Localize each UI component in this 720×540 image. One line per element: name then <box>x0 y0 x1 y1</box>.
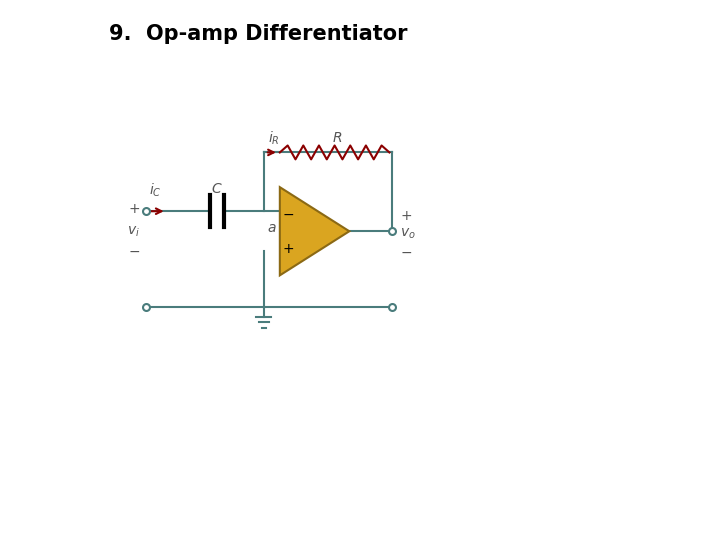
Text: $-$: $-$ <box>282 207 294 221</box>
Text: 9.  Op-amp Differentiator: 9. Op-amp Differentiator <box>109 24 408 44</box>
Text: $-$: $-$ <box>400 245 412 259</box>
Text: $a$: $a$ <box>267 221 276 235</box>
Text: $i_R$: $i_R$ <box>268 130 280 147</box>
Text: $+$: $+$ <box>400 210 412 223</box>
Text: $i_C$: $i_C$ <box>149 182 161 199</box>
Polygon shape <box>280 187 349 275</box>
Text: $+$: $+$ <box>282 241 294 255</box>
Text: $C$: $C$ <box>211 182 223 196</box>
Text: $-$: $-$ <box>127 244 140 258</box>
Text: $+$: $+$ <box>127 201 140 215</box>
Text: $R$: $R$ <box>332 131 343 145</box>
Text: $v_o$: $v_o$ <box>400 227 415 241</box>
Text: $v_i$: $v_i$ <box>127 224 140 239</box>
